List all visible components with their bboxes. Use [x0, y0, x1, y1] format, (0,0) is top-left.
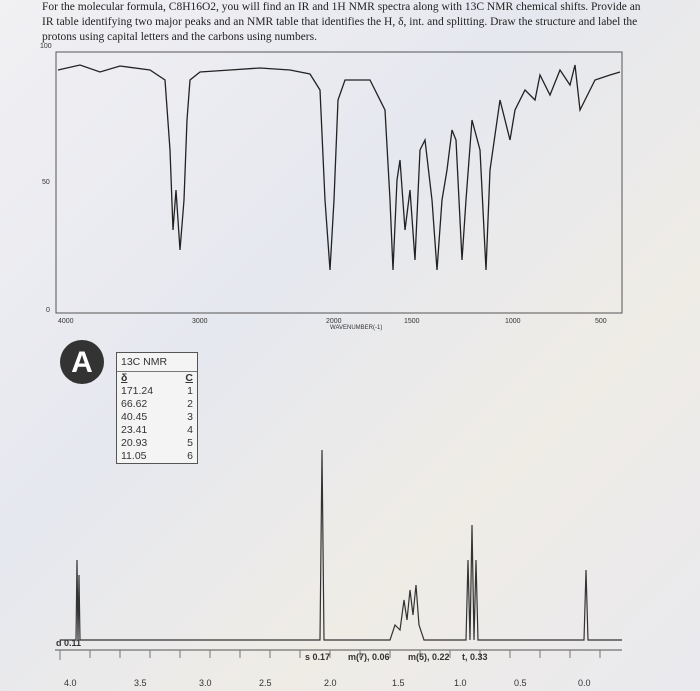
- ir-x-label: 4000: [58, 318, 74, 325]
- ir-curve: [57, 64, 621, 271]
- ir-x-label: 1500: [404, 318, 420, 325]
- nmr-x-label: 1.0: [454, 678, 467, 688]
- nmr-x-label: 3.0: [199, 678, 212, 688]
- nmr-annotation: d 0.11: [56, 638, 81, 648]
- table-row: 171.24 1: [117, 385, 197, 398]
- ir-x-label: 2000: [326, 318, 342, 325]
- table-cell: 20.93: [121, 437, 148, 449]
- nmr-spectrum: [60, 449, 622, 641]
- table-cell: 6: [187, 450, 193, 462]
- table-cell: 11.05: [121, 450, 147, 462]
- ir-x-label: 3000: [192, 318, 208, 325]
- question: For the molecular formula, C8H16O2, you …: [42, 1, 641, 43]
- nmr-x-label: 0.5: [514, 678, 527, 688]
- nmr-annotation: m(5), 0.22: [408, 652, 450, 662]
- nmr-x-label: 3.5: [134, 678, 147, 688]
- c13-table: 13C NMR δ C 171.24 1 66.62 2 40.45 3 23.41 4 20.…: [116, 352, 198, 464]
- table-row: 11.05 6: [117, 450, 197, 463]
- nmr-x-label: 2.0: [324, 678, 337, 688]
- table-header: δ C: [117, 372, 197, 385]
- ir-y-label: 100: [40, 43, 52, 50]
- table-cell: 66.62: [121, 398, 148, 410]
- nmr-x-label: 0.0: [578, 678, 591, 688]
- ir-x-label: 500: [595, 318, 607, 325]
- nmr-annotation: t, 0.33: [462, 652, 488, 662]
- nmr-x-label: 1.5: [392, 678, 405, 688]
- ir-x-label: 1000: [505, 318, 521, 325]
- table-cell: 23.41: [121, 424, 148, 436]
- table-row: 40.45 3: [117, 411, 197, 424]
- table-title: 13C NMR: [117, 353, 197, 372]
- table-row: 20.93 5: [117, 437, 197, 450]
- table-cell: 2: [187, 398, 193, 410]
- ir-x-title: WAVENUMBER(-1): [330, 325, 382, 331]
- logo-circle: [60, 340, 104, 384]
- table-cell: 4: [187, 424, 193, 436]
- nmr-x-label: 2.5: [259, 678, 272, 688]
- ir-y-label: 0: [46, 307, 50, 314]
- nmr-annotation: m(7), 0.06: [348, 652, 390, 662]
- table-row: 23.41 4: [117, 424, 197, 437]
- ir-y-label: 50: [42, 179, 50, 186]
- table-cell: 1: [187, 385, 193, 397]
- nmr-x-label: 4.0: [64, 678, 77, 688]
- nmr-annotation: s 0.17: [305, 652, 330, 662]
- table-cell: 171.24: [121, 385, 154, 397]
- nmr-ticks: [59, 650, 601, 660]
- header-cell: δ: [121, 372, 128, 384]
- table-cell: 40.45: [121, 411, 148, 423]
- logo-text: A: [71, 346, 93, 379]
- table-cell: 3: [187, 411, 193, 423]
- ir-frame: [55, 51, 623, 314]
- header-cell: C: [185, 372, 193, 384]
- table-cell: 5: [187, 437, 193, 449]
- table-row: 66.62 2: [117, 398, 197, 411]
